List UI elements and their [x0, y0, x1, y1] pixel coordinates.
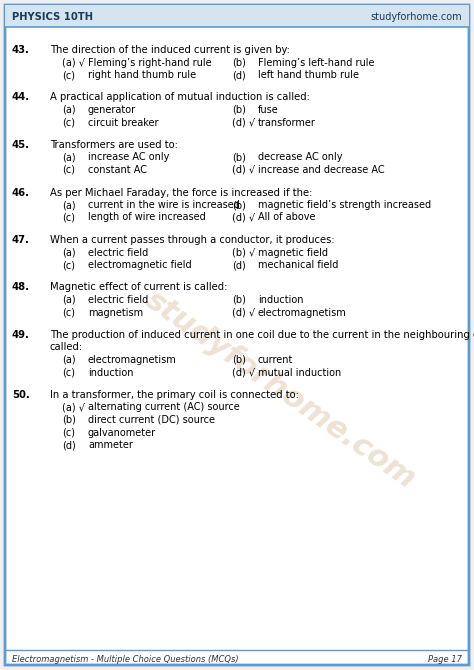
Text: 44.: 44.: [12, 92, 30, 103]
Text: (b) √: (b) √: [232, 247, 255, 257]
Text: When a current passes through a conductor, it produces:: When a current passes through a conducto…: [50, 235, 335, 245]
Text: A practical application of mutual induction is called:: A practical application of mutual induct…: [50, 92, 310, 103]
Text: direct current (DC) source: direct current (DC) source: [88, 415, 215, 425]
Text: (c): (c): [62, 260, 75, 270]
Bar: [5, 5, 469, 27]
Text: PHYSICS 10TH: PHYSICS 10TH: [12, 11, 93, 21]
Text: studyforhome.com: studyforhome.com: [370, 11, 462, 21]
Text: 43.: 43.: [12, 45, 30, 55]
Text: (c): (c): [62, 165, 75, 175]
Text: Page 17: Page 17: [428, 655, 462, 665]
Text: All of above: All of above: [258, 212, 316, 222]
Text: increase AC only: increase AC only: [88, 153, 169, 163]
Text: 45.: 45.: [12, 140, 30, 150]
Text: (d) √: (d) √: [232, 368, 255, 377]
Text: (b): (b): [232, 355, 246, 365]
Text: The direction of the induced current is given by:: The direction of the induced current is …: [50, 45, 290, 55]
Text: (d): (d): [232, 260, 246, 270]
Text: In a transformer, the primary coil is connected to:: In a transformer, the primary coil is co…: [50, 390, 299, 400]
Text: (c): (c): [62, 212, 75, 222]
Text: current in the wire is increased: current in the wire is increased: [88, 200, 240, 210]
Text: (a) √: (a) √: [62, 58, 85, 68]
Text: length of wire increased: length of wire increased: [88, 212, 206, 222]
Text: magnetic field: magnetic field: [258, 247, 328, 257]
Text: As per Michael Faraday, the force is increased if the:: As per Michael Faraday, the force is inc…: [50, 188, 312, 198]
Text: 50.: 50.: [12, 390, 30, 400]
Text: electromagnetic field: electromagnetic field: [88, 260, 191, 270]
Text: electric field: electric field: [88, 295, 148, 305]
Text: Fleming’s left-hand rule: Fleming’s left-hand rule: [258, 58, 374, 68]
Text: mutual induction: mutual induction: [258, 368, 341, 377]
Text: (b): (b): [62, 415, 76, 425]
Text: (d): (d): [232, 70, 246, 80]
FancyBboxPatch shape: [5, 5, 469, 665]
Text: (d) √: (d) √: [232, 165, 255, 175]
Text: fuse: fuse: [258, 105, 279, 115]
Text: (d): (d): [62, 440, 76, 450]
Text: circuit breaker: circuit breaker: [88, 117, 158, 127]
Text: generator: generator: [88, 105, 136, 115]
Text: decrease AC only: decrease AC only: [258, 153, 343, 163]
Text: galvanometer: galvanometer: [88, 427, 156, 438]
Text: (a): (a): [62, 200, 76, 210]
Text: called:: called:: [50, 342, 83, 352]
Text: current: current: [258, 355, 293, 365]
Text: The production of induced current in one coil due to the current in the neighbou: The production of induced current in one…: [50, 330, 474, 340]
Text: (b): (b): [232, 105, 246, 115]
Text: (a) √: (a) √: [62, 403, 85, 413]
Text: Magnetic effect of current is called:: Magnetic effect of current is called:: [50, 283, 228, 293]
Text: Electromagnetism - Multiple Choice Questions (MCQs): Electromagnetism - Multiple Choice Quest…: [12, 655, 238, 665]
Text: constant AC: constant AC: [88, 165, 147, 175]
Text: (c): (c): [62, 368, 75, 377]
Text: right hand thumb rule: right hand thumb rule: [88, 70, 196, 80]
Text: (c): (c): [62, 427, 75, 438]
Text: magnetism: magnetism: [88, 308, 143, 318]
Text: (c): (c): [62, 308, 75, 318]
Text: Transformers are used to:: Transformers are used to:: [50, 140, 178, 150]
Text: (a): (a): [62, 295, 76, 305]
Text: ammeter: ammeter: [88, 440, 133, 450]
Text: studyforhome.com: studyforhome.com: [139, 285, 420, 494]
Text: (b): (b): [232, 295, 246, 305]
Text: (c): (c): [62, 70, 75, 80]
Text: electric field: electric field: [88, 247, 148, 257]
Text: (d) √: (d) √: [232, 308, 255, 318]
Text: mechanical field: mechanical field: [258, 260, 338, 270]
Text: magnetic field’s strength increased: magnetic field’s strength increased: [258, 200, 431, 210]
Text: 47.: 47.: [12, 235, 30, 245]
Text: induction: induction: [88, 368, 134, 377]
Text: Fleming’s right-hand rule: Fleming’s right-hand rule: [88, 58, 211, 68]
Text: (a): (a): [62, 153, 76, 163]
Text: (d) √: (d) √: [232, 212, 255, 222]
Text: alternating current (AC) source: alternating current (AC) source: [88, 403, 240, 413]
Text: induction: induction: [258, 295, 303, 305]
Text: electromagnetism: electromagnetism: [88, 355, 177, 365]
Text: increase and decrease AC: increase and decrease AC: [258, 165, 384, 175]
Text: electromagnetism: electromagnetism: [258, 308, 347, 318]
Text: 46.: 46.: [12, 188, 30, 198]
Text: (a): (a): [62, 105, 76, 115]
Text: transformer: transformer: [258, 117, 316, 127]
Text: (d) √: (d) √: [232, 117, 255, 127]
Text: left hand thumb rule: left hand thumb rule: [258, 70, 359, 80]
Text: (b): (b): [232, 200, 246, 210]
Text: 48.: 48.: [12, 283, 30, 293]
Text: (a): (a): [62, 247, 76, 257]
Text: (a): (a): [62, 355, 76, 365]
Text: 49.: 49.: [12, 330, 30, 340]
Text: (b): (b): [232, 58, 246, 68]
Text: (c): (c): [62, 117, 75, 127]
Text: (b): (b): [232, 153, 246, 163]
